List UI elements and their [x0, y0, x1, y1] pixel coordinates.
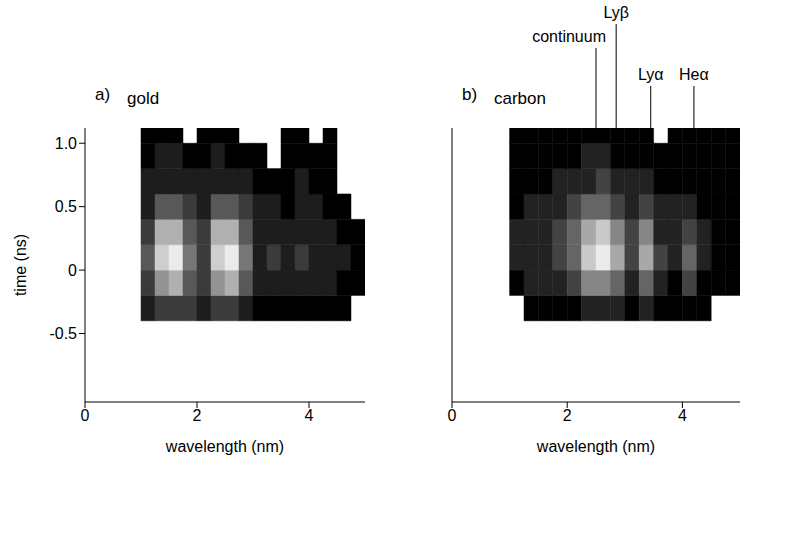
svg-text:b): b) [462, 85, 477, 104]
svg-text:continuum: continuum [532, 28, 606, 45]
svg-text:gold: gold [127, 89, 159, 108]
svg-text:1.0: 1.0 [55, 135, 77, 152]
svg-text:2: 2 [563, 407, 572, 424]
svg-text:4: 4 [305, 407, 314, 424]
svg-text:wavelength (nm): wavelength (nm) [536, 438, 655, 455]
svg-text:0: 0 [68, 262, 77, 279]
svg-text:2: 2 [193, 407, 202, 424]
svg-text:4: 4 [678, 407, 687, 424]
svg-text:-0.5: -0.5 [49, 325, 77, 342]
svg-text:wavelength (nm): wavelength (nm) [165, 438, 284, 455]
svg-text:Lyα: Lyα [638, 66, 664, 83]
svg-text:0.5: 0.5 [55, 198, 77, 215]
svg-text:0: 0 [448, 407, 457, 424]
svg-text:0: 0 [81, 407, 90, 424]
svg-text:carbon: carbon [494, 89, 546, 108]
svg-text:Lyβ: Lyβ [603, 4, 629, 21]
svg-text:Heα: Heα [679, 66, 709, 83]
svg-text:time (ns): time (ns) [12, 234, 29, 296]
svg-text:a): a) [95, 85, 110, 104]
